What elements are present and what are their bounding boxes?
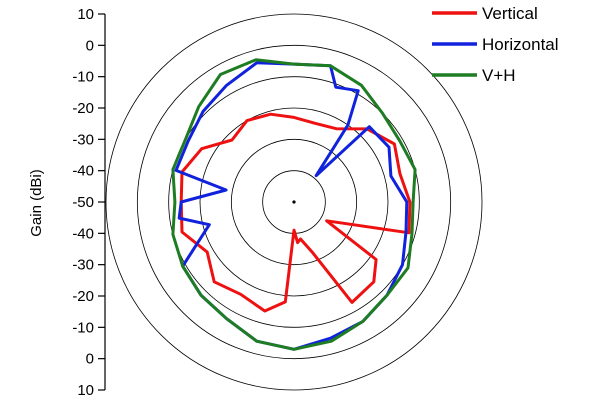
grid-ring-0 (105, 13, 483, 391)
y-tick-label-0: 10 (77, 6, 94, 23)
legend-label-0: Vertical (482, 4, 538, 23)
y-tick-label-6: -50 (72, 194, 94, 211)
legend-label-1: Horizontal (482, 35, 559, 54)
series-group (171, 58, 417, 351)
grid-ring-3 (199, 107, 389, 297)
y-tick-label-7: -40 (72, 225, 94, 242)
y-axis: 10 0 -10 -20 -30 -40 -50 -40 -30 -20 -10 0 10 (72, 6, 106, 399)
grid-ring-4 (230, 138, 358, 266)
legend: Vertical Horizontal V+H (432, 4, 559, 85)
y-tick-label-9: -20 (72, 288, 94, 305)
y-tick-label-5: -40 (72, 163, 94, 180)
polar-grid (105, 13, 483, 391)
grid-ring-2 (168, 76, 420, 328)
series-line-vertical (179, 112, 412, 313)
y-tick-label-10: -10 (72, 319, 94, 336)
y-tick-label-3: -20 (72, 100, 94, 117)
y-axis-title: Gain (dBi) (28, 169, 45, 237)
series-line-v-h (171, 58, 417, 351)
y-tick-label-8: -30 (72, 257, 94, 274)
grid-ring-1 (136, 44, 452, 360)
y-tick-label-2: -10 (72, 69, 94, 86)
y-tick-label-1: 0 (86, 37, 94, 54)
legend-label-2: V+H (482, 66, 516, 85)
y-tick-label-12: 10 (77, 382, 94, 399)
series-line-horizontal (174, 61, 409, 351)
y-tick-label-4: -30 (72, 131, 94, 148)
center-dot (292, 200, 296, 204)
y-tick-label-11: 0 (86, 351, 94, 368)
